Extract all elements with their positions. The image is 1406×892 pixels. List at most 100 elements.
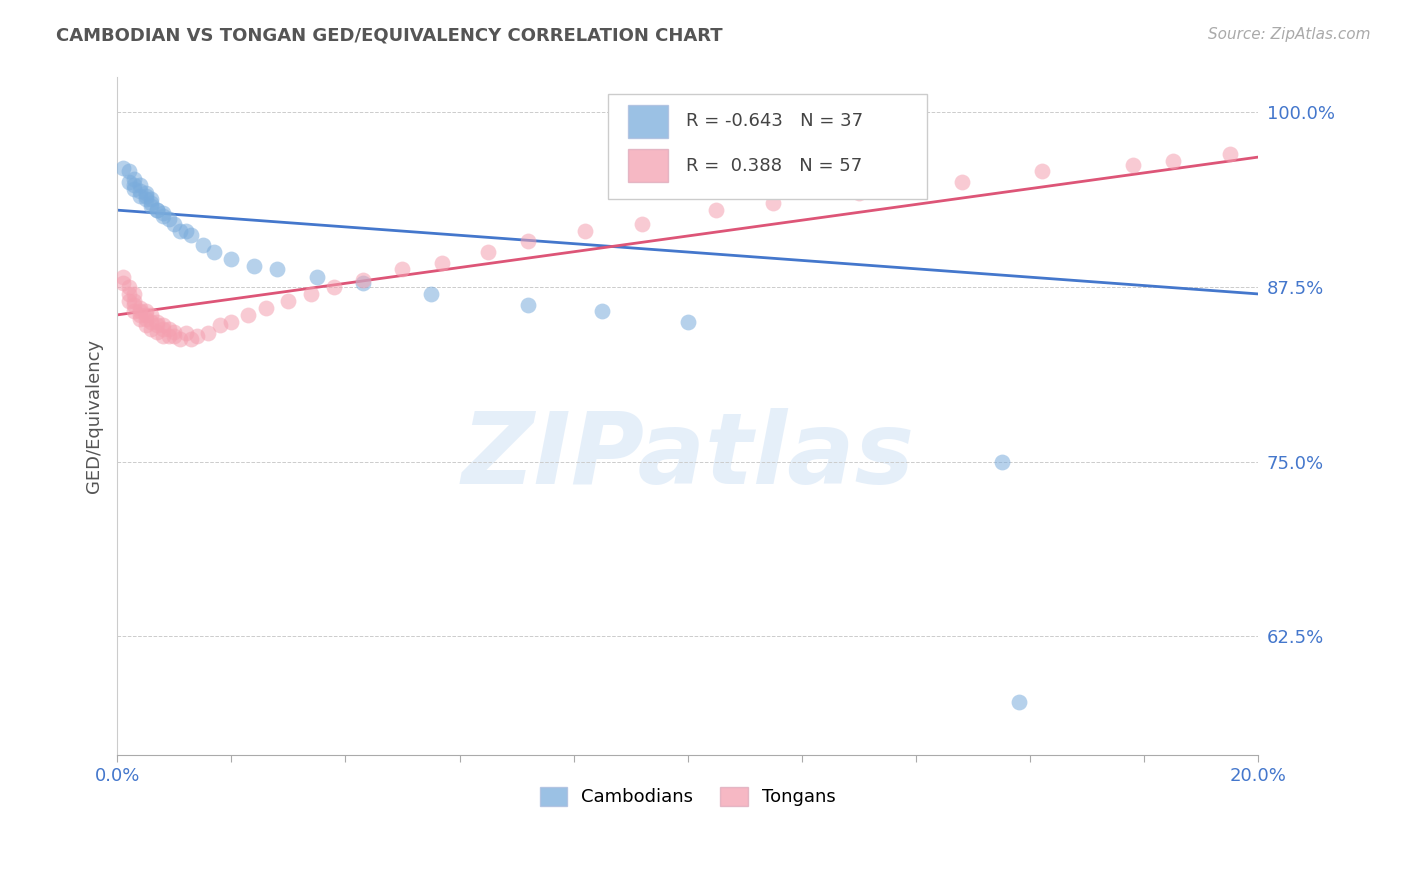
Point	[191, 238, 214, 252]
Point	[129, 178, 152, 192]
Point	[1161, 154, 1184, 169]
Point	[117, 293, 139, 308]
Y-axis label: GED/Equivalency: GED/Equivalency	[86, 339, 103, 493]
Point	[141, 308, 163, 322]
Point	[135, 189, 157, 203]
Point	[135, 318, 157, 332]
Point	[221, 315, 243, 329]
Point	[163, 217, 186, 231]
Point	[152, 318, 174, 332]
Point	[323, 280, 346, 294]
Point	[163, 329, 186, 343]
Point	[152, 322, 174, 336]
Point	[152, 329, 174, 343]
Point	[146, 203, 169, 218]
Point	[704, 203, 727, 218]
Point	[197, 326, 219, 340]
Text: Source: ZipAtlas.com: Source: ZipAtlas.com	[1208, 27, 1371, 42]
Text: R = -0.643   N = 37: R = -0.643 N = 37	[686, 112, 863, 130]
Text: R =  0.388   N = 57: R = 0.388 N = 57	[686, 156, 862, 175]
Point	[124, 178, 146, 192]
Point	[157, 322, 180, 336]
Point	[1122, 158, 1144, 172]
Point	[152, 209, 174, 223]
Point	[277, 293, 299, 308]
Point	[848, 186, 870, 201]
Point	[574, 224, 596, 238]
Point	[117, 164, 139, 178]
Point	[1008, 695, 1031, 709]
Point	[135, 186, 157, 201]
Point	[141, 196, 163, 211]
Point	[990, 454, 1012, 468]
Point	[146, 318, 169, 332]
Point	[111, 276, 134, 290]
Point	[135, 312, 157, 326]
Point	[146, 315, 169, 329]
Point	[299, 287, 322, 301]
Point	[169, 332, 191, 346]
Point	[157, 211, 180, 226]
Bar	[628, 149, 668, 182]
Point	[129, 184, 152, 198]
Point	[180, 332, 202, 346]
Point	[432, 256, 454, 270]
Point	[676, 315, 699, 329]
Legend: Cambodians, Tongans: Cambodians, Tongans	[533, 780, 844, 814]
Point	[221, 252, 243, 266]
Point	[243, 259, 266, 273]
Point	[141, 192, 163, 206]
Point	[146, 325, 169, 339]
Point	[517, 234, 540, 248]
Point	[117, 175, 139, 189]
Point	[950, 175, 973, 189]
Point	[352, 273, 374, 287]
Point	[129, 189, 152, 203]
Point	[305, 270, 328, 285]
Point	[129, 303, 152, 318]
Point	[124, 303, 146, 318]
Point	[591, 303, 613, 318]
Point	[135, 192, 157, 206]
Point	[124, 293, 146, 308]
Point	[141, 315, 163, 329]
Point	[174, 224, 197, 238]
Point	[163, 325, 186, 339]
Point	[129, 308, 152, 322]
Point	[517, 298, 540, 312]
Point	[141, 199, 163, 213]
Point	[391, 261, 413, 276]
Point	[762, 196, 785, 211]
Text: CAMBODIAN VS TONGAN GED/EQUIVALENCY CORRELATION CHART: CAMBODIAN VS TONGAN GED/EQUIVALENCY CORR…	[56, 27, 723, 45]
Point	[186, 329, 208, 343]
Point	[202, 245, 225, 260]
Point	[111, 161, 134, 176]
Point	[129, 301, 152, 315]
Point	[135, 308, 157, 322]
Point	[157, 329, 180, 343]
Point	[254, 301, 277, 315]
Point	[152, 206, 174, 220]
Point	[174, 326, 197, 340]
Text: ZIPatlas: ZIPatlas	[461, 409, 914, 506]
Point	[180, 228, 202, 243]
Point	[141, 322, 163, 336]
Point	[117, 280, 139, 294]
Point	[124, 172, 146, 186]
Point	[238, 308, 260, 322]
Point	[1031, 164, 1053, 178]
Point	[266, 261, 288, 276]
Point	[169, 224, 191, 238]
FancyBboxPatch shape	[607, 95, 928, 200]
Point	[111, 270, 134, 285]
Point	[146, 203, 169, 218]
Point	[117, 287, 139, 301]
Point	[135, 303, 157, 318]
Point	[208, 318, 231, 332]
Point	[129, 312, 152, 326]
Bar	[628, 105, 668, 137]
Point	[420, 287, 443, 301]
Point	[124, 182, 146, 196]
Point	[1219, 147, 1241, 161]
Point	[352, 276, 374, 290]
